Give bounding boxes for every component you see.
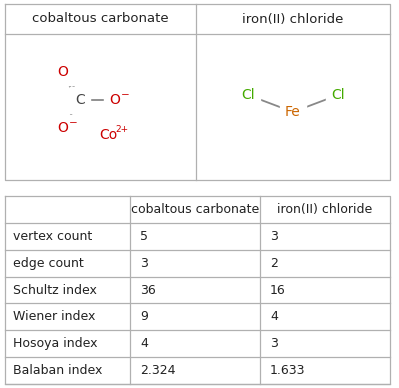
- Text: Schultz index: Schultz index: [13, 284, 97, 296]
- Text: −: −: [120, 90, 129, 100]
- Text: Hosoya index: Hosoya index: [13, 337, 97, 350]
- Text: iron(II) chloride: iron(II) chloride: [242, 12, 344, 26]
- Text: vertex count: vertex count: [13, 230, 92, 243]
- Text: 3: 3: [140, 256, 148, 270]
- Text: Wiener index: Wiener index: [13, 310, 95, 323]
- Text: 2: 2: [270, 256, 278, 270]
- Text: edge count: edge count: [13, 256, 84, 270]
- Text: 4: 4: [140, 337, 148, 350]
- Text: 16: 16: [270, 284, 286, 296]
- Text: C: C: [75, 93, 85, 107]
- Text: 5: 5: [140, 230, 148, 243]
- Text: cobaltous carbonate: cobaltous carbonate: [131, 203, 259, 216]
- Text: Co: Co: [99, 128, 117, 142]
- Text: 3: 3: [270, 337, 278, 350]
- Text: 4: 4: [270, 310, 278, 323]
- Text: 9: 9: [140, 310, 148, 323]
- Text: 36: 36: [140, 284, 156, 296]
- Text: O: O: [110, 93, 120, 107]
- Text: iron(II) chloride: iron(II) chloride: [277, 203, 373, 216]
- Text: −: −: [69, 118, 77, 128]
- Text: 2.324: 2.324: [140, 364, 176, 377]
- Text: 2+: 2+: [115, 125, 128, 133]
- Text: cobaltous carbonate: cobaltous carbonate: [32, 12, 169, 26]
- Text: Balaban index: Balaban index: [13, 364, 103, 377]
- Text: 1.633: 1.633: [270, 364, 306, 377]
- Text: Cl: Cl: [331, 88, 345, 102]
- Text: Cl: Cl: [241, 88, 255, 102]
- Text: Fe: Fe: [285, 105, 301, 119]
- Text: 3: 3: [270, 230, 278, 243]
- Text: O: O: [57, 121, 69, 135]
- Text: O: O: [57, 65, 69, 79]
